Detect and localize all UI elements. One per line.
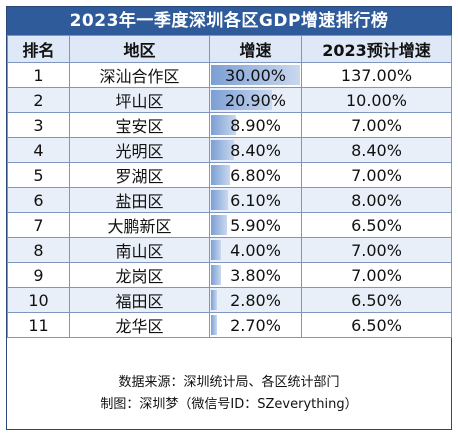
source-note: 数据来源：深圳统计局、各区统计部门	[118, 375, 340, 390]
growth-label: 6.10%	[230, 190, 281, 210]
credit-note: 制图：深圳梦（微信号ID：SZeverything）	[100, 397, 358, 412]
table-frame: 2023年一季度深圳各区GDP增速排行榜 排名 地区 增速 2023预计增速 1…	[6, 6, 452, 430]
region-cell: 罗湖区	[69, 162, 210, 188]
table-row: 7 大鹏新区 5.90% 6.50%	[7, 212, 452, 238]
header-growth: 增速	[209, 35, 302, 63]
rank-cell: 7	[7, 212, 70, 238]
rank-cell: 2	[7, 87, 70, 113]
growth-label: 2.80%	[230, 290, 281, 310]
forecast-cell: 6.50%	[301, 287, 452, 313]
growth-bar	[211, 140, 235, 160]
growth-bar	[211, 240, 222, 260]
table-row: 10 福田区 2.80% 6.50%	[7, 287, 452, 313]
header-region: 地区	[69, 35, 210, 63]
table-row: 9 龙岗区 3.80% 7.00%	[7, 262, 452, 288]
growth-label: 8.90%	[230, 115, 281, 135]
growth-label: 4.00%	[230, 240, 281, 260]
forecast-cell: 8.00%	[301, 187, 452, 213]
rank-cell: 8	[7, 237, 70, 263]
forecast-cell: 7.00%	[301, 262, 452, 288]
table-row: 11 龙华区 2.70% 6.50%	[7, 312, 452, 338]
rank-cell: 5	[7, 162, 70, 188]
growth-label: 3.80%	[230, 265, 281, 285]
growth-label: 5.90%	[230, 215, 281, 235]
footer: 数据来源：深圳统计局、各区统计部门 制图：深圳梦（微信号ID：SZeveryth…	[7, 372, 451, 416]
forecast-cell: 7.00%	[301, 237, 452, 263]
growth-bar	[211, 290, 218, 310]
forecast-cell: 6.50%	[301, 212, 452, 238]
forecast-cell: 7.00%	[301, 162, 452, 188]
region-cell: 光明区	[69, 137, 210, 163]
growth-cell: 2.70%	[209, 312, 302, 338]
growth-label: 8.40%	[230, 140, 281, 160]
growth-label: 6.80%	[230, 165, 281, 185]
rank-cell: 10	[7, 287, 70, 313]
header-rank: 排名	[7, 35, 70, 63]
header-row: 排名 地区 增速 2023预计增速	[7, 35, 452, 63]
growth-bar	[211, 315, 218, 335]
region-cell: 龙华区	[69, 312, 210, 338]
region-cell: 深汕合作区	[69, 62, 210, 88]
growth-cell: 8.40%	[209, 137, 302, 163]
table-row: 8 南山区 4.00% 7.00%	[7, 237, 452, 263]
growth-cell: 3.80%	[209, 262, 302, 288]
rank-cell: 1	[7, 62, 70, 88]
growth-bar	[211, 90, 273, 110]
forecast-cell: 6.50%	[301, 312, 452, 338]
table-title: 2023年一季度深圳各区GDP增速排行榜	[7, 7, 451, 35]
region-cell: 盐田区	[69, 187, 210, 213]
table-row: 2 坪山区 20.90% 10.00%	[7, 87, 452, 113]
region-cell: 福田区	[69, 287, 210, 313]
growth-cell: 30.00%	[209, 62, 302, 88]
rank-cell: 11	[7, 312, 70, 338]
table-row: 1 深汕合作区 30.00% 137.00%	[7, 62, 452, 88]
region-cell: 坪山区	[69, 87, 210, 113]
growth-cell: 8.90%	[209, 112, 302, 138]
forecast-cell: 10.00%	[301, 87, 452, 113]
growth-bar	[211, 115, 236, 135]
table-row: 3 宝安区 8.90% 7.00%	[7, 112, 452, 138]
region-cell: 龙岗区	[69, 262, 210, 288]
table-row: 4 光明区 8.40% 8.40%	[7, 137, 452, 163]
growth-label: 2.70%	[230, 315, 281, 335]
growth-bar	[211, 65, 300, 85]
growth-bar	[211, 215, 227, 235]
growth-cell: 20.90%	[209, 87, 302, 113]
table-row: 6 盐田区 6.10% 8.00%	[7, 187, 452, 213]
growth-bar	[211, 190, 228, 210]
region-cell: 南山区	[69, 237, 210, 263]
growth-cell: 5.90%	[209, 212, 302, 238]
forecast-cell: 137.00%	[301, 62, 452, 88]
gdp-table: 排名 地区 增速 2023预计增速 1 深汕合作区 30.00% 137.00% 2 坪山…	[7, 35, 452, 338]
region-cell: 宝安区	[69, 112, 210, 138]
growth-cell: 4.00%	[209, 237, 302, 263]
forecast-cell: 7.00%	[301, 112, 452, 138]
growth-cell: 6.10%	[209, 187, 302, 213]
growth-bar	[211, 165, 230, 185]
forecast-cell: 8.40%	[301, 137, 452, 163]
rank-cell: 3	[7, 112, 70, 138]
growth-label: 30.00%	[224, 65, 286, 85]
header-forecast: 2023预计增速	[301, 35, 452, 63]
table-row: 5 罗湖区 6.80% 7.00%	[7, 162, 452, 188]
growth-bar	[211, 265, 221, 285]
growth-cell: 6.80%	[209, 162, 302, 188]
rank-cell: 4	[7, 137, 70, 163]
growth-label: 20.90%	[224, 90, 286, 110]
rank-cell: 9	[7, 262, 70, 288]
rank-cell: 6	[7, 187, 70, 213]
growth-cell: 2.80%	[209, 287, 302, 313]
region-cell: 大鹏新区	[69, 212, 210, 238]
